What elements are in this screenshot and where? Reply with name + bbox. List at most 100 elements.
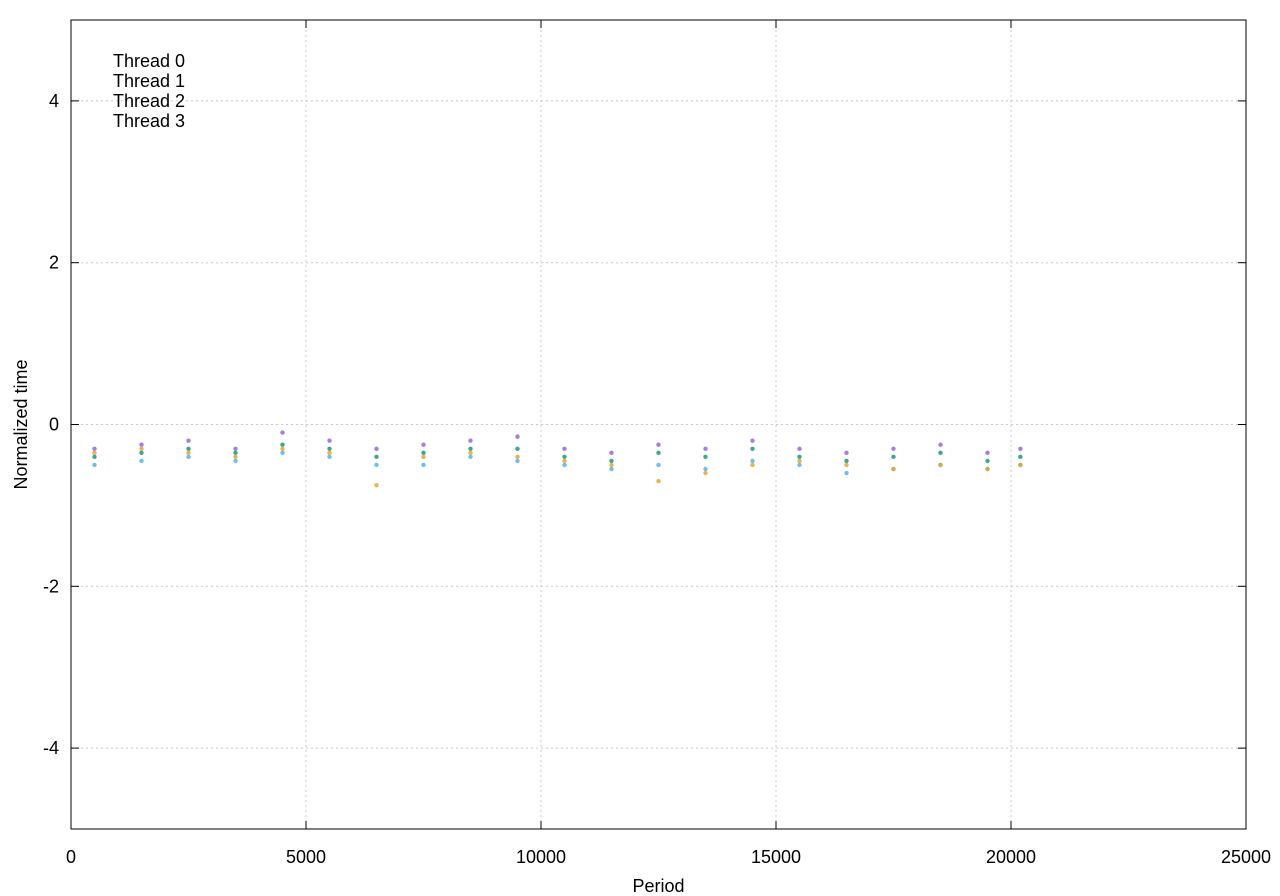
data-point-thread-2 <box>703 466 708 472</box>
data-point-thread-2 <box>374 462 379 468</box>
data-point-thread-0 <box>280 430 285 435</box>
data-point-thread-1 <box>374 454 379 460</box>
data-point-thread-2 <box>327 454 332 460</box>
data-point-thread-2 <box>562 462 567 468</box>
data-point-thread-1 <box>656 450 661 456</box>
y-tick-label: 4 <box>49 91 59 111</box>
data-point-thread-0 <box>891 446 896 451</box>
data-point-thread-0 <box>562 446 567 451</box>
data-point-thread-1 <box>750 446 755 451</box>
data-point-thread-3 <box>891 466 896 472</box>
legend-entry-thread-1: Thread 1 <box>113 71 185 91</box>
data-point-thread-3 <box>233 454 238 460</box>
legend-entry-thread-3: Thread 3 <box>113 111 185 131</box>
data-point-thread-0 <box>327 438 332 443</box>
data-point-thread-3 <box>609 462 614 468</box>
data-point-thread-0 <box>844 450 849 456</box>
data-point-thread-0 <box>233 446 238 451</box>
data-point-thread-1 <box>233 450 238 456</box>
data-point-thread-3 <box>797 458 802 464</box>
data-point-thread-3 <box>938 462 943 468</box>
data-point-thread-1 <box>515 446 520 451</box>
data-point-thread-1 <box>797 454 802 460</box>
data-point-thread-0 <box>374 446 379 451</box>
x-tick-label: 0 <box>66 847 76 867</box>
data-point-thread-2 <box>421 462 426 468</box>
data-point-thread-2 <box>609 466 614 472</box>
data-points <box>92 430 1023 488</box>
data-point-thread-2 <box>844 470 849 476</box>
data-point-thread-3 <box>656 478 661 484</box>
data-point-thread-1 <box>985 458 990 464</box>
x-tick-label: 20000 <box>986 847 1036 867</box>
data-point-thread-1 <box>938 450 943 456</box>
data-point-thread-1 <box>327 446 332 451</box>
data-point-thread-3 <box>186 450 191 456</box>
data-point-thread-0 <box>1018 446 1023 451</box>
data-point-thread-3 <box>844 462 849 468</box>
data-point-thread-1 <box>92 454 97 460</box>
data-point-thread-3 <box>92 450 97 456</box>
legend-entry-thread-2: Thread 2 <box>113 91 185 111</box>
data-point-thread-2 <box>750 458 755 464</box>
x-tick-label: 5000 <box>286 847 326 867</box>
data-point-thread-1 <box>421 450 426 456</box>
data-point-thread-0 <box>703 446 708 451</box>
y-tick-label: -2 <box>43 576 59 596</box>
data-point-thread-0 <box>515 434 520 439</box>
data-point-thread-2 <box>515 458 520 464</box>
data-point-thread-1 <box>609 458 614 464</box>
x-axis-title: Period <box>632 876 684 896</box>
x-tick-label: 15000 <box>751 847 801 867</box>
grid <box>71 20 1246 829</box>
data-point-thread-0 <box>139 442 144 447</box>
data-point-thread-0 <box>609 450 614 456</box>
data-point-thread-1 <box>703 454 708 460</box>
data-point-thread-0 <box>750 438 755 443</box>
data-point-thread-1 <box>139 450 144 456</box>
data-point-thread-1 <box>468 446 473 451</box>
data-point-thread-0 <box>92 446 97 451</box>
data-point-thread-0 <box>186 438 191 443</box>
data-point-thread-3 <box>750 462 755 468</box>
data-point-thread-2 <box>233 458 238 464</box>
data-point-thread-1 <box>844 458 849 464</box>
data-point-thread-1 <box>1018 454 1023 460</box>
axis-ticks: 0 5000 10000 15000 20000 25000 -4 -2 0 2 4 <box>43 20 1271 867</box>
data-point-thread-2 <box>656 462 661 468</box>
data-point-thread-1 <box>891 454 896 460</box>
data-point-thread-3 <box>280 446 285 451</box>
data-point-thread-0 <box>421 442 426 447</box>
x-tick-label: 10000 <box>516 847 566 867</box>
data-point-thread-2 <box>186 454 191 460</box>
data-point-thread-2 <box>280 450 285 456</box>
data-point-thread-0 <box>468 438 473 443</box>
y-axis-title: Normalized time <box>11 359 31 489</box>
data-point-thread-3 <box>374 482 379 488</box>
x-tick-label: 25000 <box>1221 847 1271 867</box>
data-point-thread-1 <box>186 446 191 451</box>
data-point-thread-3 <box>421 454 426 460</box>
data-point-thread-3 <box>985 466 990 472</box>
data-point-thread-2 <box>92 462 97 468</box>
data-point-thread-1 <box>562 454 567 460</box>
data-point-thread-1 <box>280 442 285 447</box>
y-tick-label: -4 <box>43 738 59 758</box>
data-point-thread-2 <box>797 462 802 468</box>
y-tick-label: 2 <box>49 253 59 273</box>
y-tick-label: 0 <box>49 415 59 435</box>
legend-entry-thread-0: Thread 0 <box>113 51 185 71</box>
data-point-thread-2 <box>139 458 144 464</box>
data-point-thread-3 <box>468 450 473 456</box>
data-point-thread-3 <box>562 458 567 464</box>
data-point-thread-3 <box>1018 462 1023 468</box>
data-point-thread-2 <box>468 454 473 460</box>
data-point-thread-3 <box>327 450 332 456</box>
data-point-thread-0 <box>938 442 943 447</box>
data-point-thread-3 <box>703 470 708 476</box>
data-point-thread-3 <box>139 446 144 451</box>
data-point-thread-0 <box>797 446 802 451</box>
data-point-thread-0 <box>985 450 990 456</box>
